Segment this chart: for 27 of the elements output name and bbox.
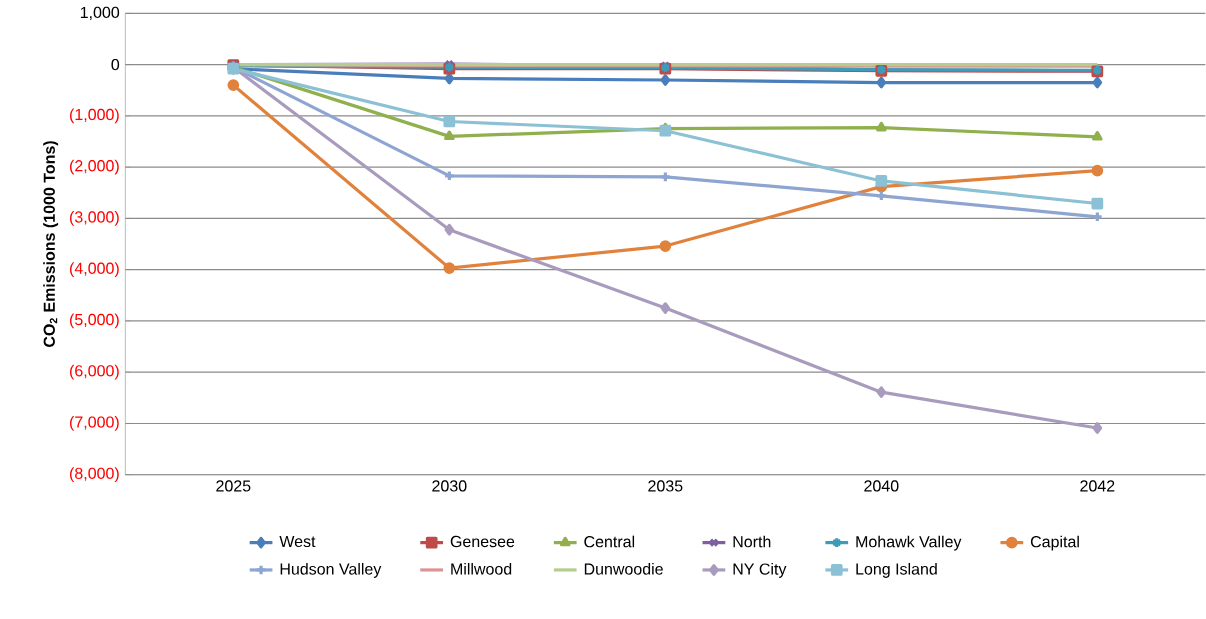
y-tick-label: 0 [111, 59, 120, 71]
x-tick-label: 2030 [432, 480, 467, 492]
y-tick-label: (2,000) [70, 159, 119, 175]
legend-label: West [279, 536, 316, 548]
x-tick-label: 2025 [216, 480, 251, 492]
legend-label: Mohawk Valley [856, 535, 962, 551]
legend-label: Central [584, 535, 635, 548]
x-tick-label: 2042 [1080, 480, 1115, 492]
legend-label: Hudson Valley [280, 563, 382, 579]
legend-label: Genesee [450, 536, 515, 548]
x-tick-label: 2035 [648, 480, 683, 492]
legend-label: North [733, 535, 771, 548]
y-axis-title: CO$_{2}$ Emissions (1000 Tons) [43, 141, 59, 348]
y-tick-label: (5,000) [70, 313, 119, 329]
y-tick-label: (3,000) [70, 211, 119, 226]
y-tick-label: (4,000) [70, 262, 119, 278]
legend-label: Long Island [856, 563, 937, 579]
legend-label: Capital [1030, 535, 1079, 551]
x-tick-label: 2040 [864, 480, 899, 492]
legend-label: Millwood [451, 563, 512, 575]
legend-label: Dunwoodie [584, 563, 663, 575]
y-tick-label: (8,000) [70, 467, 119, 483]
y-tick-label: (7,000) [70, 416, 119, 432]
legend-label: NY City [733, 563, 787, 579]
y-tick-label: (6,000) [70, 364, 119, 380]
y-tick-label: 1,000 [80, 6, 120, 21]
y-tick-label: (1,000) [70, 108, 119, 124]
